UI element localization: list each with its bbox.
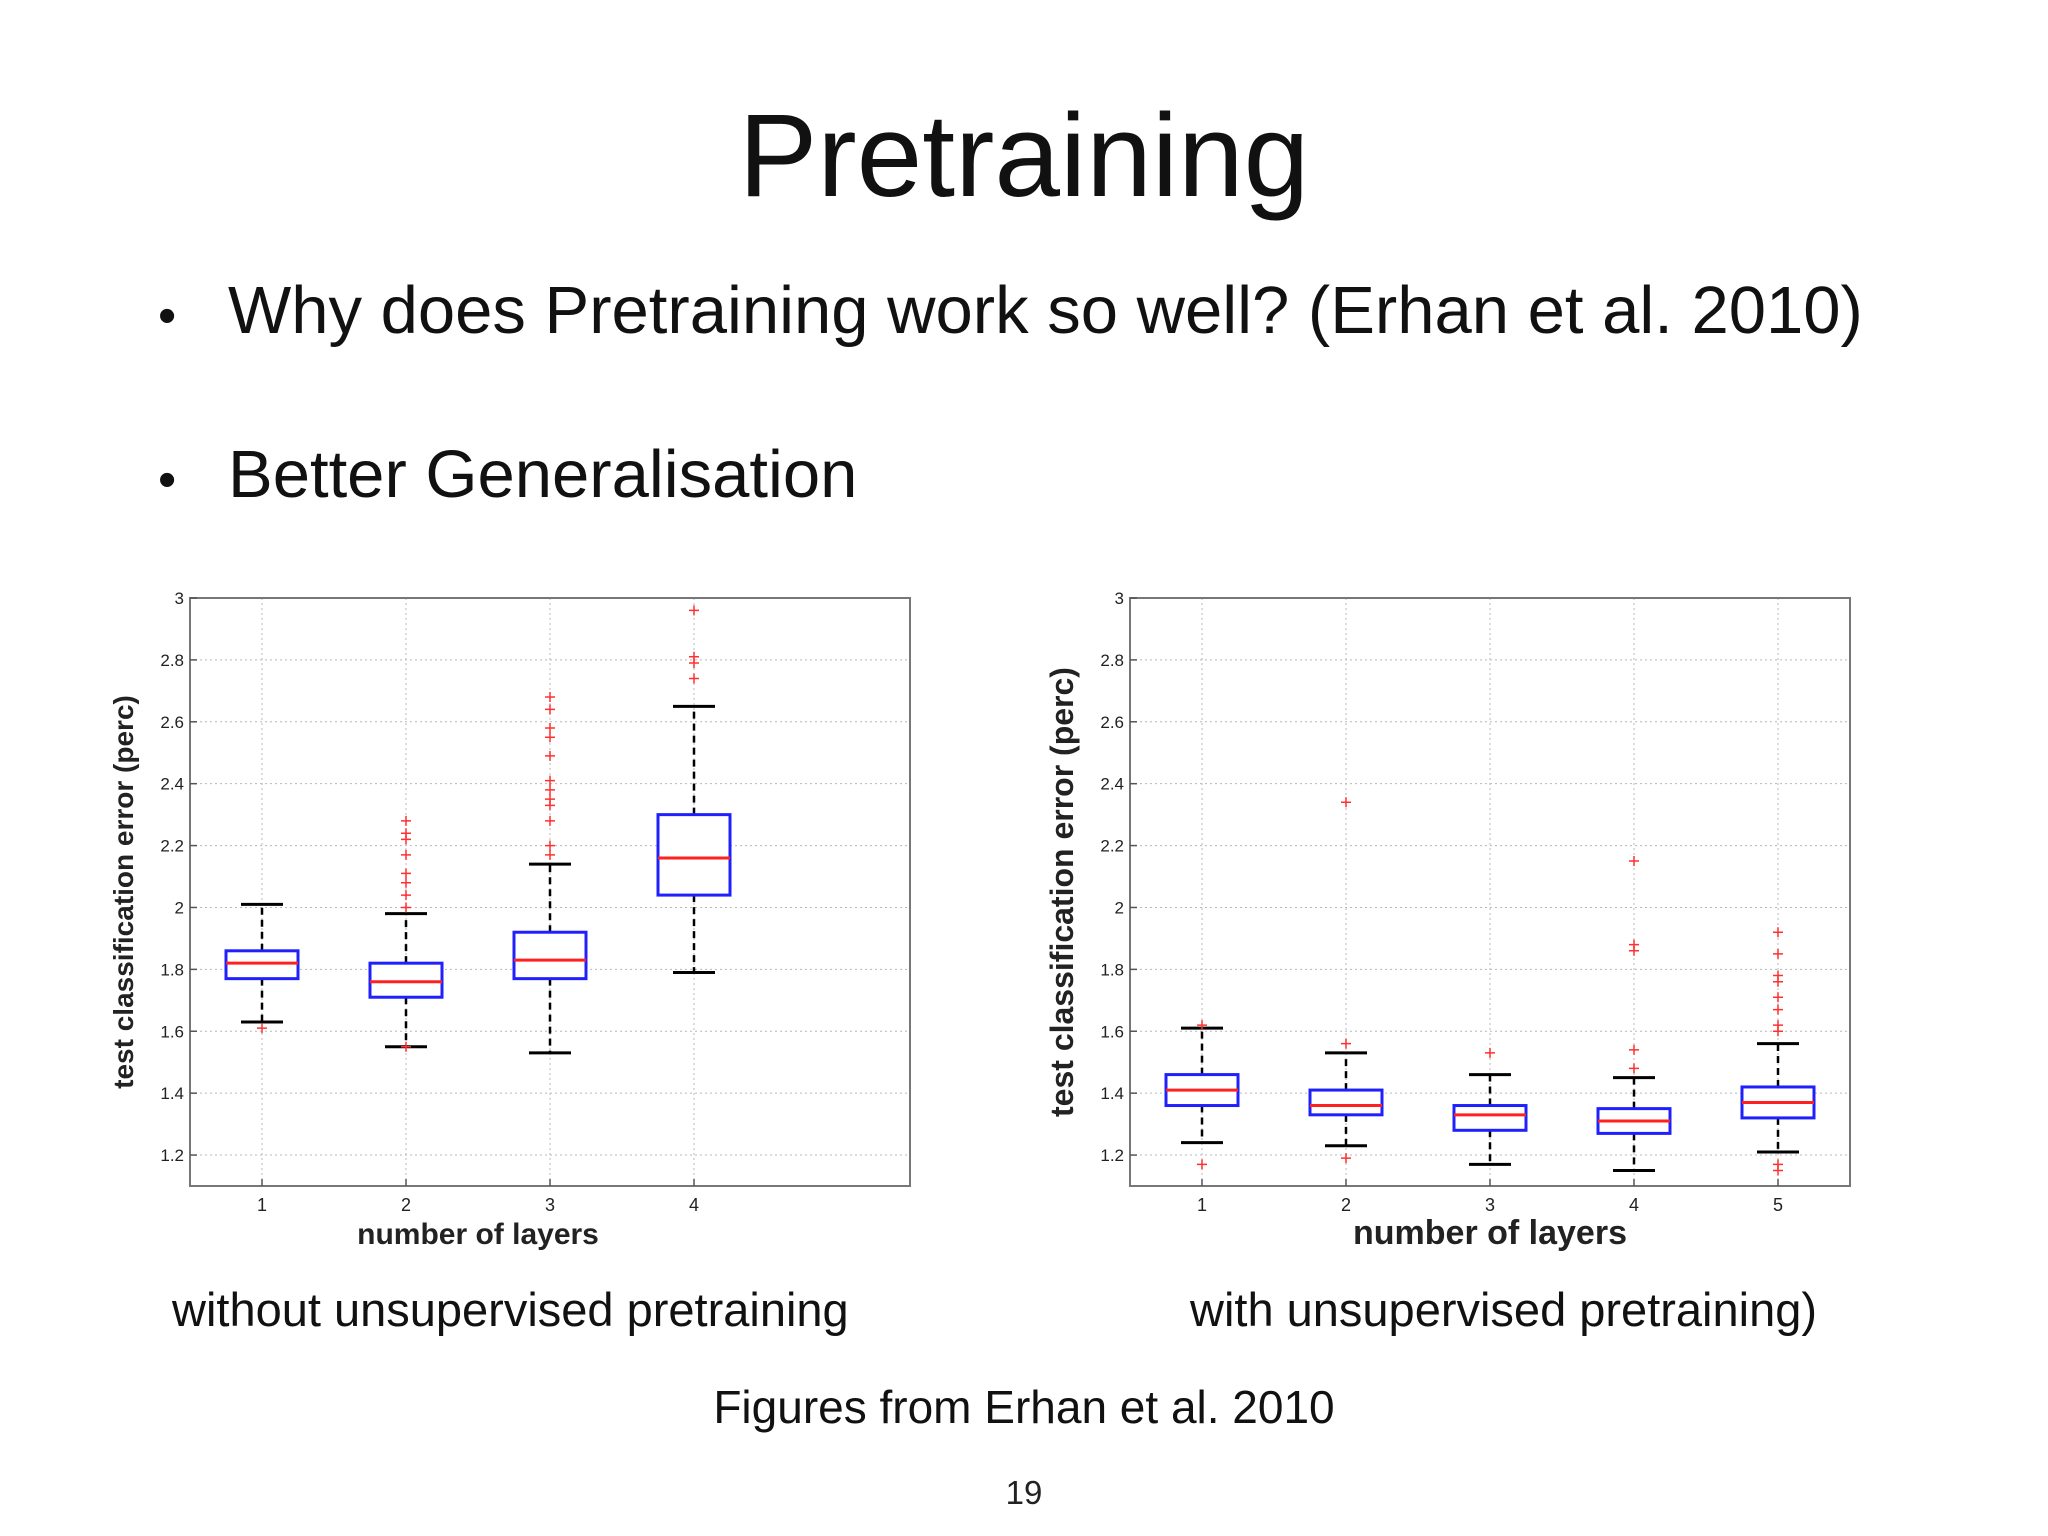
y-tick-label: 1.8: [160, 960, 184, 979]
y-tick-label: 2.8: [1100, 651, 1124, 670]
y-tick-label: 1.6: [1100, 1022, 1124, 1041]
y-tick-label: 2.8: [160, 651, 184, 670]
outlier-point: [401, 815, 411, 826]
x-axis-label: number of layers: [1353, 1214, 1627, 1252]
box: [512, 930, 588, 981]
outlier-point: [1341, 1153, 1351, 1164]
bullet-dot-icon: •: [158, 451, 177, 509]
bullet-dot-icon: •: [158, 287, 177, 345]
outlier-point: [1485, 1047, 1495, 1058]
outlier-point: [1773, 1159, 1783, 1170]
y-tick-label: 1.4: [160, 1084, 184, 1103]
outlier-point: [545, 784, 555, 795]
outlier-point: [689, 673, 699, 684]
outlier-point: [1773, 948, 1783, 959]
outlier-point: [545, 849, 555, 860]
box: [656, 813, 732, 897]
y-tick-label: 1.4: [1100, 1084, 1124, 1103]
box: [1452, 1104, 1528, 1132]
outlier-point: [1773, 970, 1783, 981]
bullet-item: • Better Generalisation: [158, 436, 857, 513]
outlier-point: [545, 794, 555, 805]
outlier-point: [545, 750, 555, 761]
y-axis-label: test classification error (perc): [108, 695, 139, 1089]
y-tick-label: 2: [175, 898, 184, 917]
outlier-point: [1341, 1038, 1351, 1049]
y-tick-label: 1.6: [160, 1022, 184, 1041]
slide-title: Pretraining: [738, 90, 1310, 222]
y-tick-label: 2: [1115, 898, 1124, 917]
y-tick-label: 1.8: [1100, 960, 1124, 979]
outlier-point: [545, 775, 555, 786]
bullet-item: • Why does Pretraining work so well? (Er…: [158, 272, 1863, 349]
y-tick-label: 1.2: [1100, 1146, 1124, 1165]
outlier-point: [401, 902, 411, 913]
x-tick-label: 3: [1485, 1195, 1495, 1215]
outlier-point: [1773, 927, 1783, 938]
page-number: 19: [1005, 1474, 1043, 1511]
outlier-point: [1629, 939, 1639, 950]
box: [1308, 1088, 1384, 1117]
y-tick-label: 2.6: [160, 713, 184, 732]
y-tick-label: 3: [175, 589, 184, 608]
outlier-point: [1773, 1004, 1783, 1015]
y-axis-label: test classification error (perc): [1045, 667, 1080, 1117]
y-tick-label: 3: [1115, 589, 1124, 608]
outlier-point: [1629, 1063, 1639, 1074]
y-tick-label: 2.2: [160, 837, 184, 856]
outlier-point: [401, 849, 411, 860]
x-tick-label: 1: [257, 1195, 267, 1215]
outlier-point: [1197, 1020, 1207, 1031]
boxplot-without-pretraining: 1.2 1.4 1.6 1.8 2 2.2 2.4 2.6 2.8 3 1 2 3 4 number of …: [108, 589, 911, 1251]
outlier-point: [401, 890, 411, 901]
outlier-point: [689, 605, 699, 616]
x-tick-label: 1: [1197, 1195, 1207, 1215]
bullet-text: Why does Pretraining work so well? (Erha…: [228, 273, 1863, 348]
y-tick-label: 2.6: [1100, 713, 1124, 732]
outlier-point: [545, 732, 555, 743]
figure-source: Figures from Erhan et al. 2010: [713, 1381, 1335, 1433]
box: [368, 961, 444, 999]
outlier-point: [401, 877, 411, 888]
x-tick-label: 4: [1629, 1195, 1639, 1215]
outlier-point: [401, 1041, 411, 1052]
outlier-point: [545, 704, 555, 715]
outlier-point: [1773, 992, 1783, 1003]
box: [224, 949, 300, 981]
y-tick-label: 2.4: [1100, 775, 1124, 794]
outlier-point: [401, 868, 411, 879]
caption-left: without unsupervised pretraining: [172, 1283, 849, 1336]
outlier-point: [1197, 1159, 1207, 1170]
x-tick-label: 5: [1773, 1195, 1783, 1215]
outlier-point: [545, 815, 555, 826]
outlier-point: [545, 722, 555, 733]
outlier-point: [1629, 1044, 1639, 1055]
caption-right: with unsupervised pretraining): [1190, 1283, 1817, 1336]
x-tick-label: 2: [401, 1195, 411, 1215]
boxplot-with-pretraining: 1.2 1.4 1.6 1.8 2 2.2 2.4 2.6 2.8 3 1 2 3 4 5 number of…: [1045, 589, 1851, 1252]
x-tick-label: 4: [689, 1195, 699, 1215]
outlier-point: [1629, 856, 1639, 867]
outlier-point: [257, 1023, 267, 1034]
outlier-point: [545, 692, 555, 703]
outlier-point: [689, 651, 699, 662]
y-tick-label: 2.2: [1100, 837, 1124, 856]
x-tick-label: 2: [1341, 1195, 1351, 1215]
outlier-point: [1341, 797, 1351, 808]
y-tick-label: 1.2: [160, 1146, 184, 1165]
bullet-text: Better Generalisation: [228, 437, 858, 512]
x-axis-label: number of layers: [357, 1218, 599, 1251]
outlier-point: [1773, 1020, 1783, 1031]
x-tick-label: 3: [545, 1195, 555, 1215]
y-tick-label: 2.4: [160, 775, 184, 794]
outlier-point: [401, 828, 411, 839]
outlier-point: [545, 840, 555, 851]
